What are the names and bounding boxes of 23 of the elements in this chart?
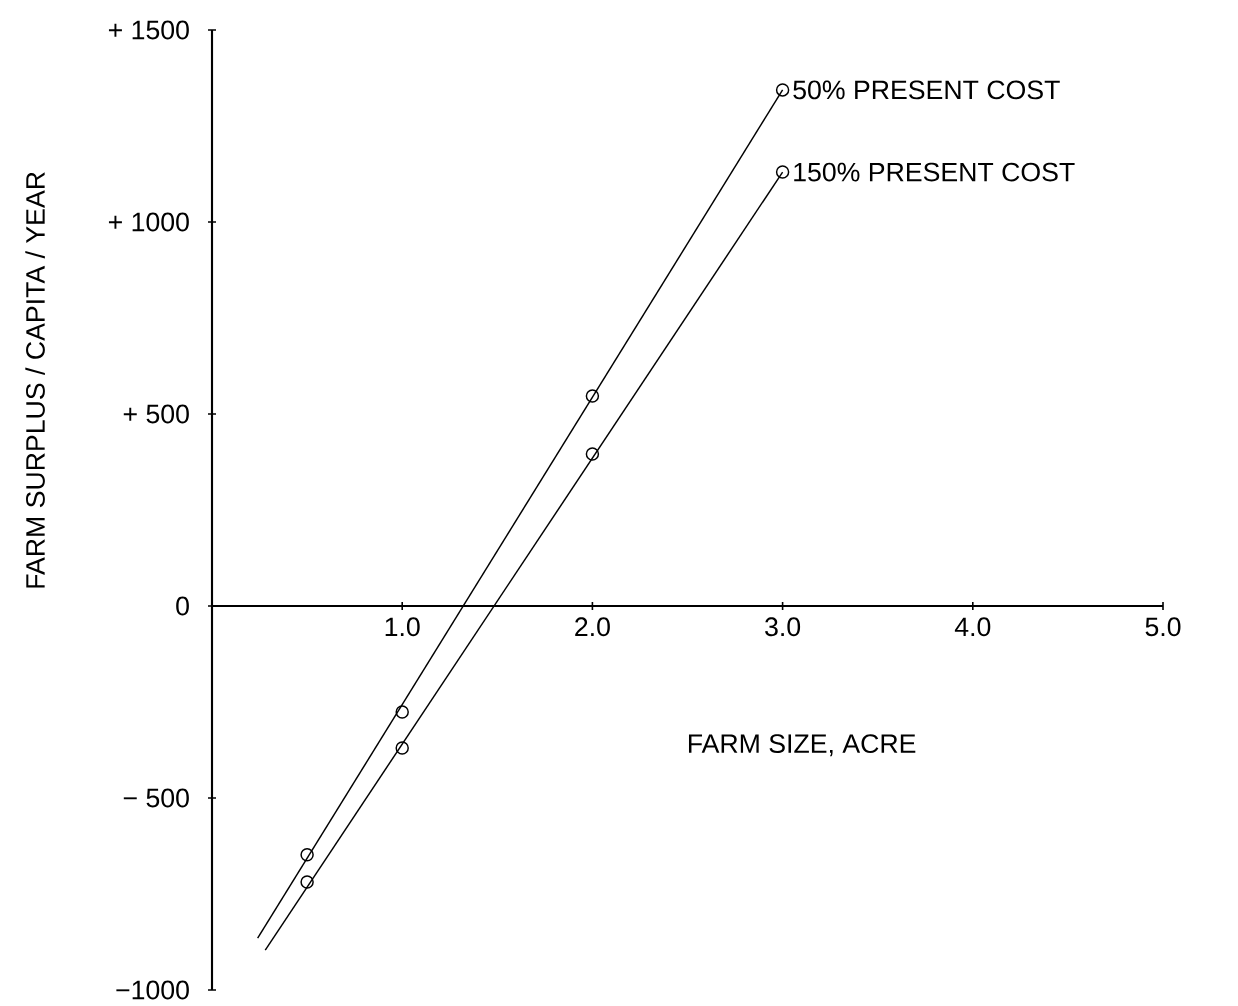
x-axis-title: FARM SIZE, ACRE: [688, 734, 916, 757]
x-tick-label: 4.0: [954, 617, 991, 637]
point: [585, 447, 600, 461]
x-tick-label: 2.0: [575, 617, 610, 637]
x-tick-label: 5.0: [1145, 617, 1181, 637]
y-tick-label: 0: [176, 596, 189, 616]
point: [395, 705, 409, 719]
x-tick-label: 3.0: [765, 617, 801, 637]
series-label: 50% PRESENT COST: [793, 80, 1060, 100]
point: [300, 848, 314, 862]
y-tick-label: + 500: [123, 404, 189, 424]
point: [300, 875, 314, 889]
y-tick-label: −1000: [116, 980, 189, 1000]
point: [775, 165, 790, 179]
y-tick-label: − 500: [123, 788, 189, 808]
y-tick-label: + 1500: [108, 20, 189, 40]
point: [395, 741, 409, 755]
x-tick-label: 1.0: [385, 617, 420, 637]
y-tick-label: + 1000: [108, 212, 189, 232]
y-axis-title: FARM SURPLUS / CAPITA / YEAR: [25, 172, 45, 588]
point: [775, 83, 790, 97]
point: [585, 389, 600, 403]
series-label: 150% PRESENT COST: [794, 162, 1075, 182]
